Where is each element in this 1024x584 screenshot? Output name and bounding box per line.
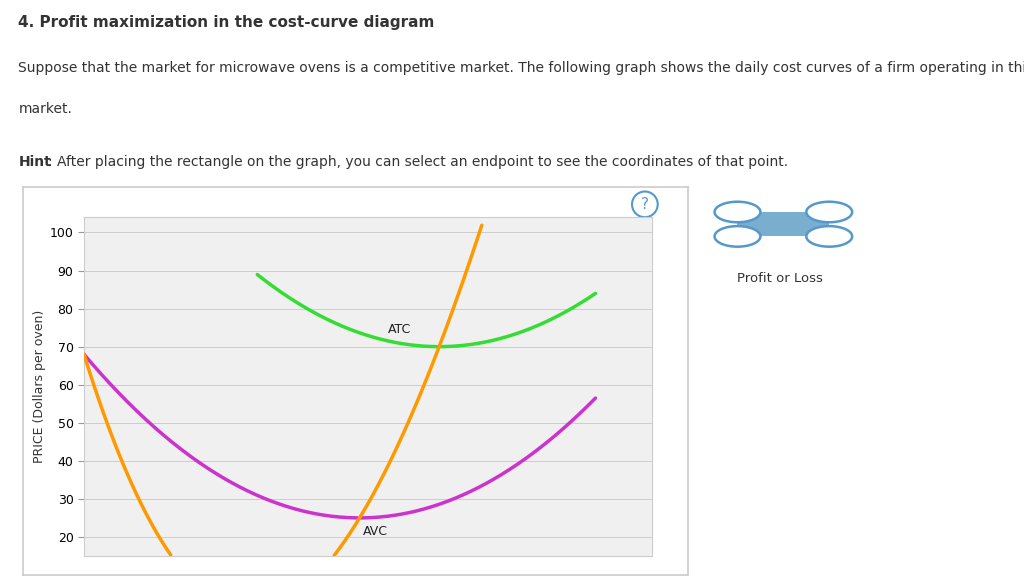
Text: ?: ? <box>641 197 649 212</box>
Circle shape <box>806 226 852 246</box>
Y-axis label: PRICE (Dollars per oven): PRICE (Dollars per oven) <box>33 310 45 463</box>
Text: 4. Profit maximization in the cost-curve diagram: 4. Profit maximization in the cost-curve… <box>18 15 435 30</box>
Text: Suppose that the market for microwave ovens is a competitive market. The followi: Suppose that the market for microwave ov… <box>18 61 1024 75</box>
Circle shape <box>806 201 852 223</box>
FancyBboxPatch shape <box>737 212 829 237</box>
Circle shape <box>715 226 761 246</box>
Text: Profit or Loss: Profit or Loss <box>737 272 823 284</box>
Text: market.: market. <box>18 102 73 116</box>
Text: AVC: AVC <box>362 525 387 538</box>
Text: : After placing the rectangle on the graph, you can select an endpoint to see th: : After placing the rectangle on the gra… <box>47 155 787 169</box>
Text: ATC: ATC <box>388 324 412 336</box>
Circle shape <box>715 201 761 223</box>
Text: Hint: Hint <box>18 155 51 169</box>
